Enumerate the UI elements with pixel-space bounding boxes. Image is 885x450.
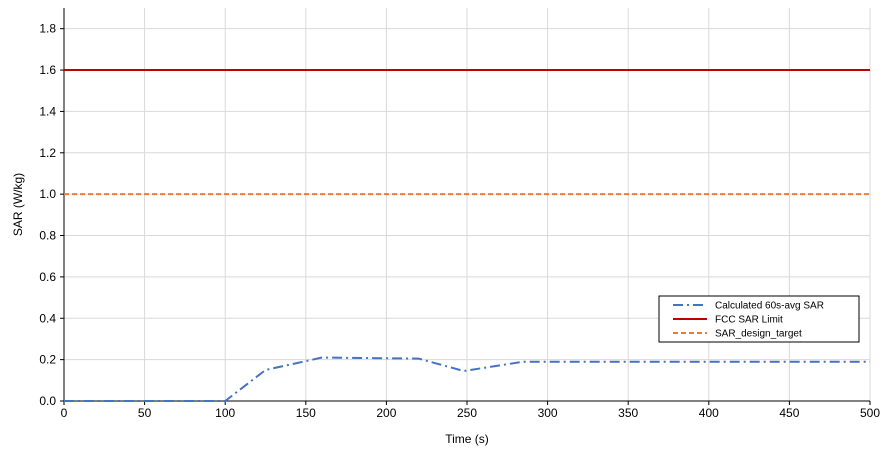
x-tick-label: 400: [699, 406, 719, 420]
y-tick-label: 0.4: [39, 311, 56, 325]
series-line-1: [64, 356, 870, 402]
x-tick-label: 450: [779, 406, 799, 420]
legend-label-2: FCC SAR Limit: [715, 315, 783, 326]
legend-label-3: SAR_design_target: [715, 329, 802, 340]
y-tick-label: 1.8: [39, 22, 56, 36]
x-tick-label: 0: [61, 406, 68, 420]
axes: [60, 8, 871, 405]
x-tick-labels: 0 50 100 150 200 250 300 350 400 450 500: [61, 406, 881, 420]
legend: Calculated 60s-avg SAR FCC SAR Limit SAR_d…: [658, 295, 860, 343]
x-tick-label: 100: [215, 406, 235, 420]
legend-label-1: Calculated 60s-avg SAR: [715, 301, 824, 312]
y-tick-label: 0.2: [39, 353, 56, 367]
y-tick-label: 1.2: [39, 146, 56, 160]
y-tick-label: 0.6: [39, 270, 56, 284]
y-tick-label: 0.8: [39, 229, 56, 243]
x-axis-title: Time (s): [445, 432, 489, 446]
y-tick-label: 1.4: [39, 104, 56, 118]
x-tick-label: 250: [457, 406, 477, 420]
y-axis-title: SAR (W/kg): [11, 173, 25, 236]
y-tick-labels: 0.0 0.2 0.4 0.6 0.8 1.0 1.2 1.4 1.6 1.8: [39, 22, 56, 408]
y-tick-label: 1.6: [39, 63, 56, 77]
x-tick-label: 150: [296, 406, 316, 420]
x-tick-label: 200: [376, 406, 396, 420]
x-tick-label: 350: [618, 406, 638, 420]
y-tick-label: 0.0: [39, 394, 56, 408]
series: [64, 69, 870, 402]
x-tick-label: 300: [538, 406, 558, 420]
x-tick-label: 50: [138, 406, 152, 420]
y-tick-label: 1.0: [39, 187, 56, 201]
x-tick-label: 500: [860, 406, 880, 420]
